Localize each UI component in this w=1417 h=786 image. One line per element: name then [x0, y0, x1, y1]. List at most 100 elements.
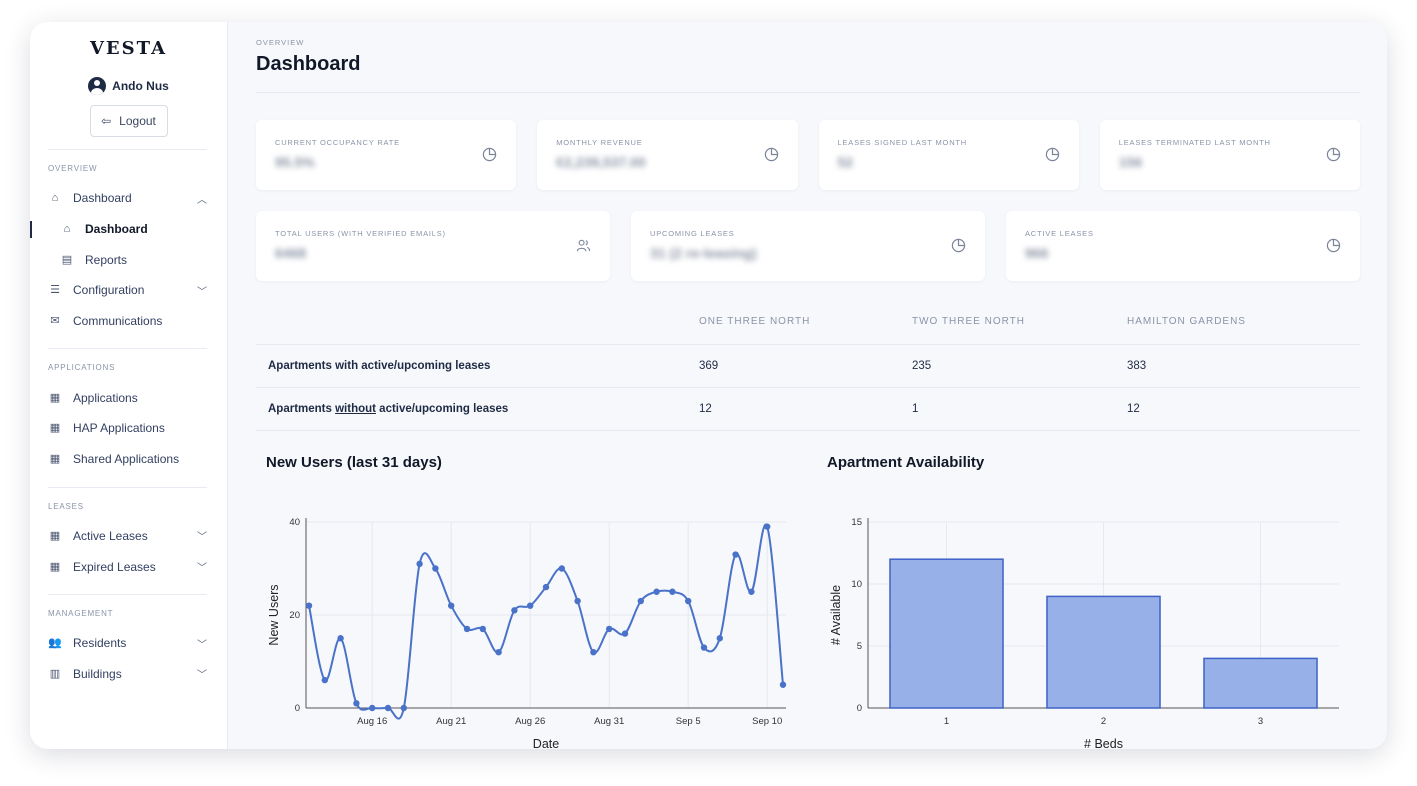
- x-tick-label: Aug 26: [515, 716, 545, 727]
- sliders-icon: ☰: [50, 284, 60, 297]
- series-line: [308, 523, 784, 720]
- user-info: Ando Nus: [30, 77, 227, 95]
- stat-label: UPCOMING LEASES: [650, 229, 735, 238]
- y-tick-label: 0: [857, 703, 862, 714]
- sidebar-item-shared-applications[interactable]: ▦ Shared Applications: [30, 444, 227, 475]
- stat-value: 156: [1118, 154, 1143, 170]
- data-point: [653, 588, 660, 595]
- sidebar-item-label: Active Leases: [73, 528, 148, 543]
- chevron-down-icon: ﹀: [197, 286, 207, 298]
- chevron-down-icon: ﹀: [197, 670, 207, 682]
- data-point: [527, 602, 534, 609]
- y-tick-label: 15: [851, 517, 862, 528]
- table-header-row: ONE THREE NORTH TWO THREE NORTH HAMILTON…: [256, 300, 1360, 345]
- table-cell: 12: [1127, 387, 1360, 431]
- section-title-management: MANAGEMENT: [48, 608, 114, 618]
- row-label-part: Apartments: [268, 402, 336, 415]
- bar: [1046, 595, 1161, 709]
- sidebar-item-residents[interactable]: 👥 Residents ﹀: [30, 628, 227, 659]
- row-label: Apartments with active/upcoming leases: [256, 344, 699, 388]
- section-title-applications: APPLICATIONS: [48, 363, 116, 373]
- y-tick-label: 0: [295, 703, 300, 714]
- table-row: Apartments without active/upcoming lease…: [256, 387, 1360, 431]
- table-header: HAMILTON GARDENS: [1127, 300, 1360, 345]
- stat-card-total-users: TOTAL USERS (WITH VERIFIED EMAILS) 6468: [256, 211, 610, 281]
- data-point: [685, 597, 692, 605]
- chevron-up-icon: ︿: [197, 194, 207, 206]
- chevron-down-icon: ﹀: [197, 639, 207, 651]
- sidebar-item-configuration[interactable]: ☰ Configuration ﹀: [30, 275, 227, 306]
- pie-chart-icon: [1326, 147, 1341, 162]
- pie-chart-icon: [1326, 238, 1341, 253]
- divider: [48, 348, 207, 350]
- stat-label: LEASES TERMINATED LAST MONTH: [1118, 138, 1271, 147]
- sidebar-item-reports[interactable]: ▤ Reports: [30, 244, 227, 275]
- sidebar-item-label: Shared Applications: [73, 452, 180, 467]
- charts-area: New Users (last 31 days) 0 20 40 Aug 16 Aug …: [256, 452, 1360, 749]
- data-point: [590, 649, 597, 656]
- x-tick-label: Aug 31: [594, 716, 624, 727]
- user-name: Ando Nus: [112, 79, 169, 93]
- stat-value: 52: [837, 154, 854, 170]
- x-tick-label: 3: [1258, 716, 1263, 727]
- sidebar-item-dashboard[interactable]: ⌂ Dashboard: [30, 214, 227, 245]
- sidebar-item-applications[interactable]: ▦ Applications: [30, 382, 227, 413]
- data-point: [416, 560, 423, 568]
- logout-icon: ⇦: [101, 114, 112, 128]
- sidebar-item-dashboard-group[interactable]: ⌂ Dashboard ︿: [30, 183, 227, 214]
- stat-card-revenue: MONTHLY REVENUE €2,239,537.00: [537, 120, 798, 190]
- table-header: TWO THREE NORTH: [912, 300, 1127, 345]
- archive-icon: ▦: [49, 391, 61, 404]
- y-axis-label: New Users: [267, 584, 281, 645]
- chevron-down-icon: ﹀: [197, 532, 207, 544]
- sidebar-item-buildings[interactable]: ▥ Buildings ﹀: [30, 659, 227, 690]
- stat-label: TOTAL USERS (WITH VERIFIED EMAILS): [275, 229, 446, 238]
- data-point: [748, 588, 755, 595]
- stat-value: 31 (2 re-leasing): [650, 245, 757, 261]
- data-point: [463, 625, 471, 633]
- table-cell: 12: [699, 387, 912, 431]
- stat-card-active-leases: ACTIVE LEASES 966: [1006, 211, 1360, 281]
- data-point: [716, 635, 723, 642]
- stat-card-leases-signed: LEASES SIGNED LAST MONTH 52: [818, 120, 1079, 190]
- stat-label: LEASES SIGNED LAST MONTH: [837, 138, 968, 147]
- bar: [889, 558, 1004, 709]
- sidebar-item-label: Buildings: [73, 666, 122, 681]
- stat-card-leases-terminated: LEASES TERMINATED LAST MONTH 156: [1099, 120, 1360, 190]
- archive-icon: ▦: [49, 560, 61, 573]
- sidebar-item-expired-leases[interactable]: ▦ Expired Leases ﹀: [30, 551, 227, 582]
- stat-card-occupancy: CURRENT OCCUPANCY RATE 95.5%: [256, 120, 517, 190]
- sidebar-item-label: Dashboard: [73, 191, 132, 206]
- x-tick-label: 2: [1101, 716, 1106, 727]
- divider: [48, 486, 207, 488]
- table-cell: 383: [1127, 344, 1360, 388]
- data-point: [732, 551, 739, 558]
- pie-chart-icon: [1045, 147, 1059, 162]
- data-point: [542, 583, 550, 591]
- sidebar-item-label: Communications: [73, 314, 163, 329]
- breadcrumb: OVERVIEW: [256, 38, 305, 47]
- data-point: [621, 630, 629, 637]
- x-tick-label: Aug 21: [436, 716, 466, 727]
- users-icon: 👥: [48, 637, 62, 650]
- sidebar-item-active-leases[interactable]: ▦ Active Leases ﹀: [30, 521, 227, 552]
- envelope-icon: ✉: [50, 315, 60, 328]
- sidebar-item-hap-applications[interactable]: ▦ HAP Applications: [30, 413, 227, 444]
- table-cell: 235: [912, 344, 1127, 388]
- logout-button[interactable]: ⇦ Logout: [89, 105, 168, 137]
- archive-icon: ▦: [49, 529, 61, 542]
- y-tick-label: 5: [857, 641, 862, 652]
- table-cell: 369: [699, 344, 912, 388]
- home-icon: ⌂: [51, 192, 59, 205]
- data-point: [448, 602, 455, 609]
- users-icon: [576, 239, 591, 252]
- sidebar-item-label: Dashboard: [85, 222, 148, 237]
- stat-row: TOTAL USERS (WITH VERIFIED EMAILS) 6468 …: [256, 211, 1360, 281]
- line-chart-title: New Users (last 31 days): [266, 454, 442, 471]
- bar-chart-title: Apartment Availability: [827, 454, 985, 471]
- stat-label: ACTIVE LEASES: [1025, 229, 1094, 238]
- sidebar-item-communications[interactable]: ✉ Communications: [30, 306, 227, 337]
- user-avatar-icon: [88, 77, 107, 95]
- chevron-down-icon: ﹀: [197, 563, 207, 575]
- main-content: OVERVIEW Dashboard CURRENT OCCUPANCY RAT…: [228, 22, 1387, 749]
